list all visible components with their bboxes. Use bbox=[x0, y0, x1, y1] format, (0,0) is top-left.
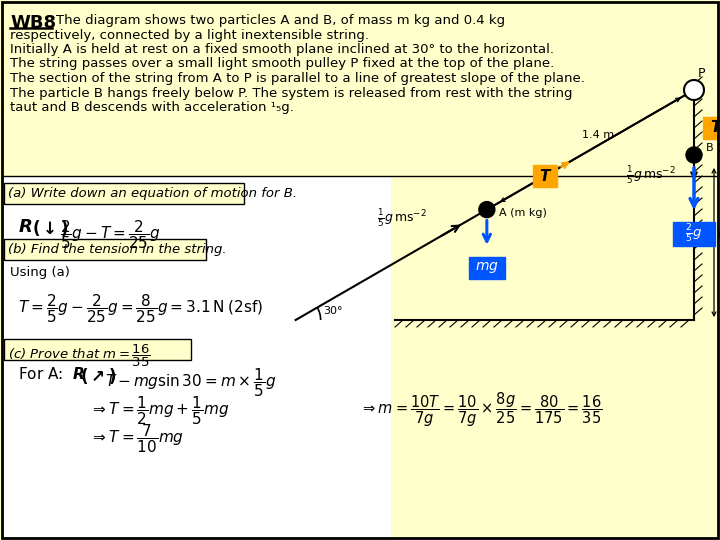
Text: WB8: WB8 bbox=[10, 14, 56, 32]
Text: The diagram shows two particles A and B, of mass m kg and 0.4 kg: The diagram shows two particles A and B,… bbox=[56, 14, 505, 27]
Text: Initially A is held at rest on a fixed smooth plane inclined at 30° to the horiz: Initially A is held at rest on a fixed s… bbox=[10, 43, 554, 56]
Text: $mg$: $mg$ bbox=[475, 260, 499, 275]
FancyBboxPatch shape bbox=[673, 222, 715, 246]
Text: $\Rightarrow T = \dfrac{1}{2}mg + \dfrac{1}{5}mg$: $\Rightarrow T = \dfrac{1}{2}mg + \dfrac… bbox=[90, 394, 229, 427]
Text: (a) Write down an equation of motion for B.: (a) Write down an equation of motion for… bbox=[8, 187, 297, 200]
Text: The section of the string from A to P is parallel to a line of greatest slope of: The section of the string from A to P is… bbox=[10, 72, 585, 85]
Text: 30°: 30° bbox=[323, 306, 343, 316]
Circle shape bbox=[686, 147, 702, 163]
Text: The string passes over a small light smooth pulley P fixed at the top of the pla: The string passes over a small light smo… bbox=[10, 57, 554, 71]
Text: $T - mg\sin 30 = m \times \dfrac{1}{5}g$: $T - mg\sin 30 = m \times \dfrac{1}{5}g$ bbox=[105, 366, 276, 399]
Text: $\boldsymbol{R}$: $\boldsymbol{R}$ bbox=[18, 218, 32, 236]
FancyBboxPatch shape bbox=[4, 239, 206, 260]
Text: $\frac{2}{5}g$: $\frac{2}{5}g$ bbox=[685, 223, 703, 245]
FancyBboxPatch shape bbox=[533, 165, 557, 187]
Text: (b) Find the tension in the string.: (b) Find the tension in the string. bbox=[8, 243, 227, 256]
Text: T: T bbox=[540, 168, 550, 184]
FancyBboxPatch shape bbox=[469, 256, 505, 279]
Text: $\Rightarrow m = \dfrac{10T}{7g} = \dfrac{10}{7g} \times \dfrac{8g}{25} = \dfrac: $\Rightarrow m = \dfrac{10T}{7g} = \dfra… bbox=[360, 390, 603, 429]
Text: (c) Prove that $m = \dfrac{16}{35}$: (c) Prove that $m = \dfrac{16}{35}$ bbox=[8, 343, 150, 369]
Text: 1.4 m: 1.4 m bbox=[582, 130, 614, 140]
Text: taut and B descends with acceleration ¹₅g.: taut and B descends with acceleration ¹₅… bbox=[10, 101, 294, 114]
Circle shape bbox=[479, 201, 495, 218]
FancyBboxPatch shape bbox=[703, 117, 720, 139]
Text: $\Rightarrow T = \dfrac{7}{10}mg$: $\Rightarrow T = \dfrac{7}{10}mg$ bbox=[90, 422, 184, 455]
Text: respectively, connected by a light inextensible string.: respectively, connected by a light inext… bbox=[10, 29, 369, 42]
Text: The particle B hangs freely below P. The system is released from rest with the s: The particle B hangs freely below P. The… bbox=[10, 86, 572, 99]
Bar bbox=[3, 176, 391, 537]
Text: $\boldsymbol{(\downarrow)}$: $\boldsymbol{(\downarrow)}$ bbox=[32, 218, 68, 238]
Text: $\frac{1}{5}g\,\mathrm{ms}^{-2}$: $\frac{1}{5}g\,\mathrm{ms}^{-2}$ bbox=[377, 207, 427, 229]
Text: For A:  $\boldsymbol{R}$: For A: $\boldsymbol{R}$ bbox=[18, 366, 85, 382]
Text: $T = \dfrac{2}{5}g - \dfrac{2}{25}g = \dfrac{8}{25}g = 3.1\,\mathrm{N}\;(2\mathr: $T = \dfrac{2}{5}g - \dfrac{2}{25}g = \d… bbox=[18, 292, 264, 325]
Text: A (m kg): A (m kg) bbox=[499, 207, 546, 218]
Text: T: T bbox=[710, 120, 720, 136]
Text: P: P bbox=[698, 67, 706, 80]
Text: $\dfrac{2}{5}g - T = \dfrac{2}{25}g$: $\dfrac{2}{5}g - T = \dfrac{2}{25}g$ bbox=[60, 218, 161, 251]
Text: $\frac{1}{5}g\,\mathrm{ms}^{-2}$: $\frac{1}{5}g\,\mathrm{ms}^{-2}$ bbox=[626, 164, 676, 186]
FancyBboxPatch shape bbox=[4, 339, 191, 360]
Text: B (0.4kg): B (0.4kg) bbox=[706, 143, 720, 153]
Text: Using (a): Using (a) bbox=[10, 266, 70, 279]
FancyBboxPatch shape bbox=[4, 183, 244, 204]
Circle shape bbox=[684, 80, 704, 100]
Text: $\boldsymbol{(\nearrow)}$: $\boldsymbol{(\nearrow)}$ bbox=[80, 366, 116, 386]
Text: m: m bbox=[718, 227, 720, 240]
